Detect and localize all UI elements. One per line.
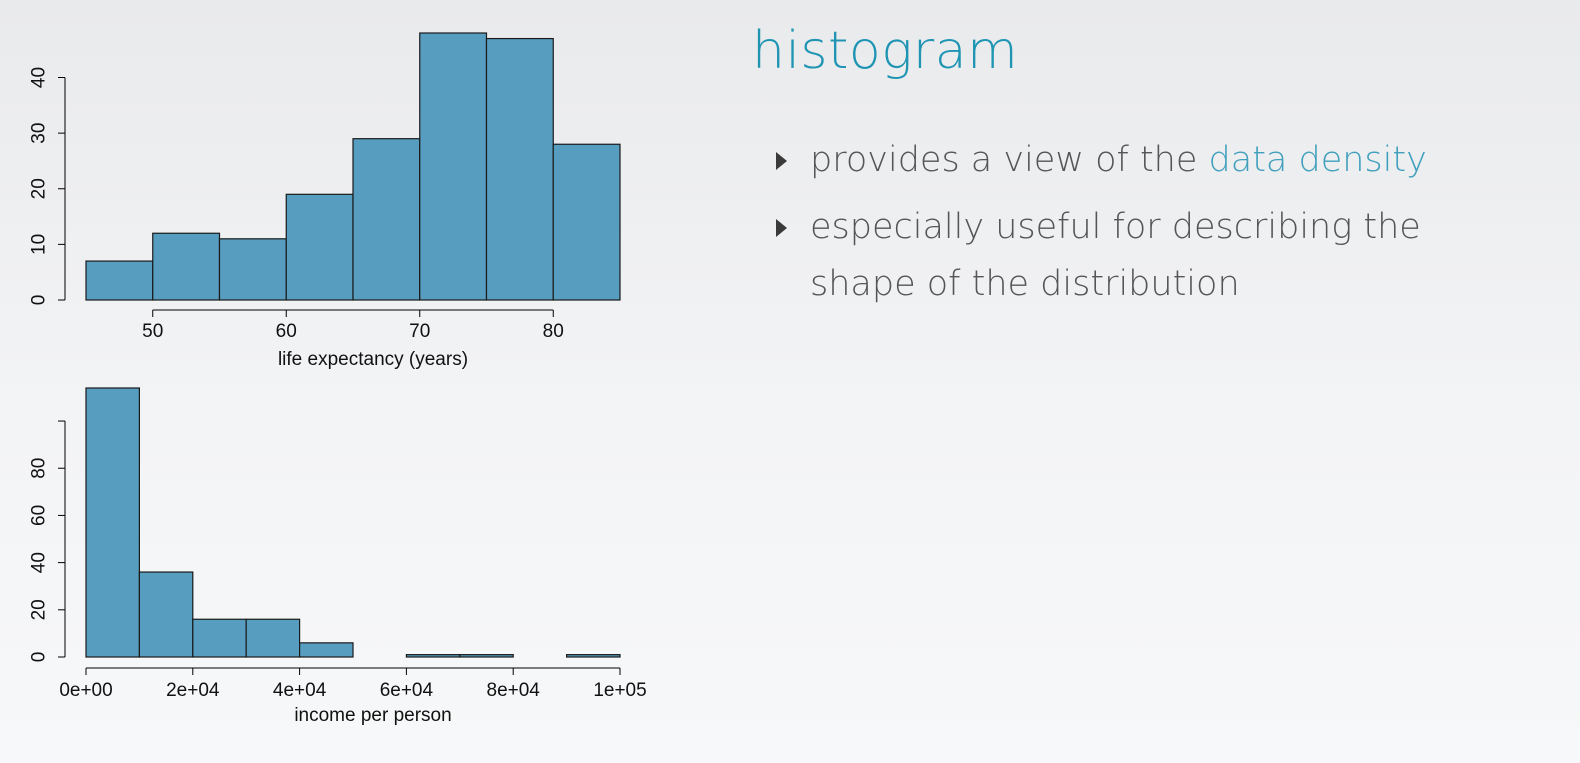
histogram-bar <box>138 571 194 658</box>
y-tick-label: 20 <box>29 178 50 199</box>
x-tick-label: 6e+04 <box>380 680 434 701</box>
histogram-charts: 50 60 70 80 life expectancy (years) 0 10 20 30 40… <box>29 32 647 726</box>
histogram-bar <box>299 642 354 658</box>
histogram-2: 0e+00 2e+04 4e+04 6e+04 8e+04 1e+05 income per… <box>29 387 647 726</box>
x-tick-label: 1e+05 <box>593 680 646 701</box>
bullet-item: provides a view of the data density <box>770 132 1490 189</box>
slide-title: histogram <box>752 21 1019 81</box>
histogram-1: 50 60 70 80 life expectancy (years) 0 10 20 30 40 <box>29 32 621 370</box>
histogram-bar <box>85 260 154 301</box>
bullet-highlight: data density <box>1208 140 1427 180</box>
histogram-bar <box>285 193 354 301</box>
histogram-bar <box>85 387 141 658</box>
y-tick-label: 40 <box>29 67 50 88</box>
bullet-triangle-icon <box>776 152 787 170</box>
y-tick-label: 0 <box>29 652 50 663</box>
x-tick-label: 4e+04 <box>273 680 327 701</box>
x-tick-label: 80 <box>543 321 564 342</box>
bullet-item: especially useful for describing the sha… <box>770 199 1490 313</box>
x-tick-label: 50 <box>142 321 163 342</box>
y-tick-label: 80 <box>29 458 50 479</box>
histogram-bar <box>552 143 621 301</box>
histogram-bar <box>419 32 488 301</box>
y-tick-label: 60 <box>29 505 50 526</box>
bullet-list: provides a view of the data density espe… <box>770 132 1490 323</box>
bullet-text: especially useful for describing the sha… <box>810 207 1421 304</box>
x-axis-label: income per person <box>294 705 451 726</box>
histogram-bar <box>218 238 287 301</box>
y-tick-label: 40 <box>29 552 50 573</box>
x-tick-label: 70 <box>409 321 430 342</box>
y-tick-label: 20 <box>29 599 50 620</box>
histogram-bar <box>565 654 621 658</box>
histogram-bar <box>192 618 247 658</box>
x-axis-label: life expectancy (years) <box>278 349 468 370</box>
histogram-bar <box>245 618 301 658</box>
histogram-bar <box>152 232 221 301</box>
histogram-bar <box>405 654 461 658</box>
x-tick-label: 0e+00 <box>59 680 112 701</box>
bullet-text: provides a view of the <box>810 140 1209 180</box>
y-tick-label: 0 <box>29 295 50 306</box>
x-tick-label: 60 <box>276 321 297 342</box>
x-tick-label: 8e+04 <box>487 680 541 701</box>
bullet-triangle-icon <box>776 219 787 237</box>
y-tick-label: 30 <box>29 123 50 144</box>
histogram-bar <box>352 138 421 301</box>
histogram-bar <box>485 37 554 301</box>
x-tick-label: 2e+04 <box>166 680 220 701</box>
histogram-bar <box>459 654 514 658</box>
y-tick-label: 10 <box>29 234 50 255</box>
